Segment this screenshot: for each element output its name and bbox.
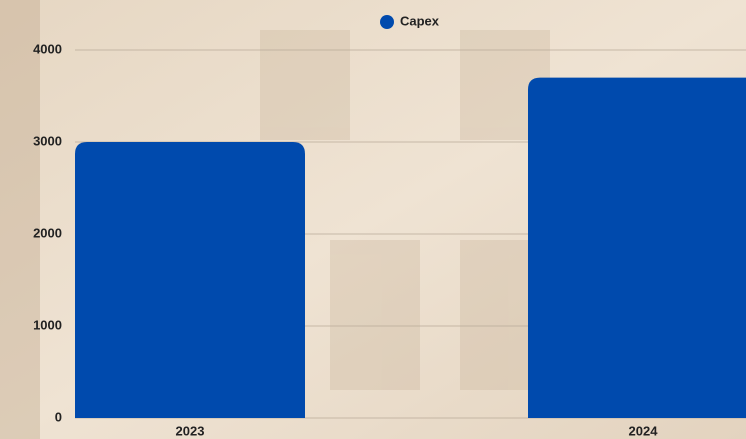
x-tick-label: 2024 [629,423,659,438]
legend-marker [380,15,394,29]
x-tick-label: 2023 [176,423,205,438]
y-tick-label: 2000 [33,225,62,240]
bar [75,142,305,418]
legend-label: Capex [400,13,440,28]
y-tick-label: 0 [55,409,62,424]
y-tick-label: 4000 [33,41,62,56]
background-details [0,0,550,439]
y-tick-label: 3000 [33,133,62,148]
y-tick-label: 1000 [33,317,62,332]
bar [528,77,746,418]
